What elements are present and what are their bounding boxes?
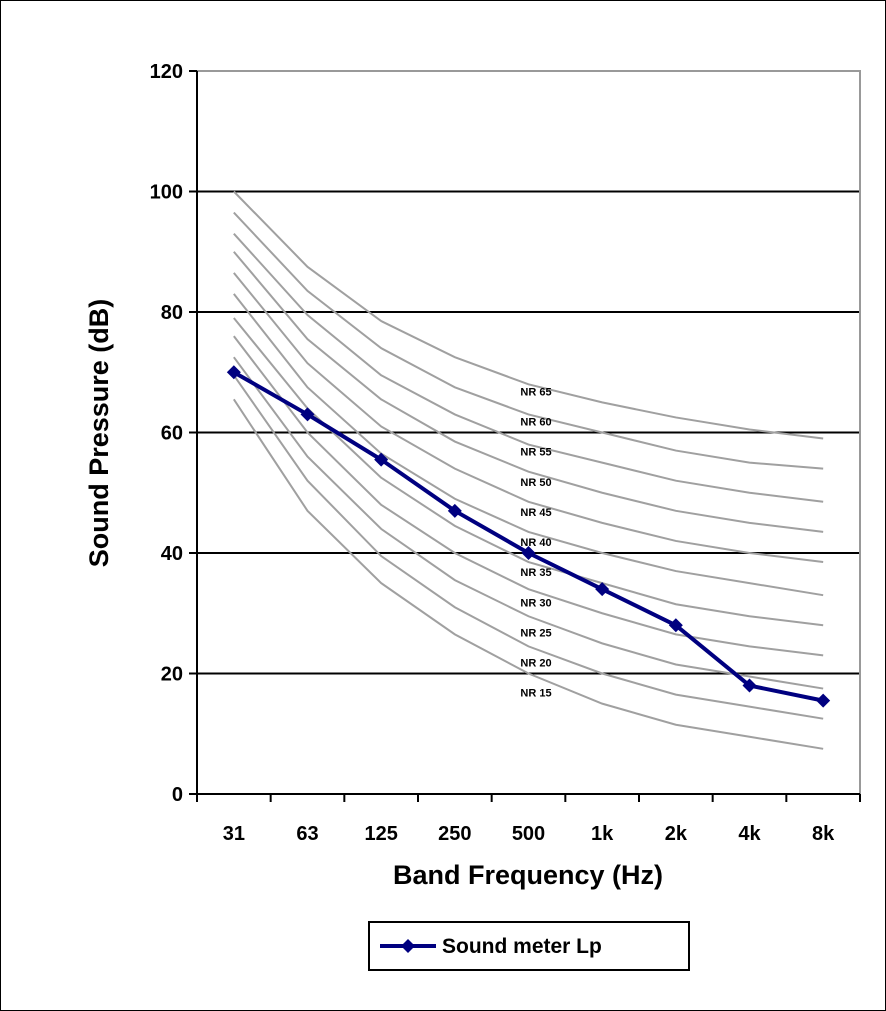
x-axis-title: Band Frequency (Hz) — [393, 860, 663, 890]
nr-curve-label: NR 55 — [520, 447, 551, 459]
nr-curves-layer — [232, 190, 824, 750]
series-point — [742, 678, 757, 693]
series-point — [668, 618, 683, 633]
nr-curve — [233, 272, 824, 564]
series-point — [226, 365, 241, 380]
x-tick-label: 4k — [738, 823, 761, 845]
nr-curve — [232, 398, 824, 750]
x-tick-label: 1k — [591, 823, 614, 845]
y-axis-title: Sound Pressure (dB) — [84, 299, 114, 568]
nr-curve-label: NR 25 — [520, 627, 551, 639]
x-tick-label: 31 — [223, 823, 245, 845]
nr-curve — [233, 356, 824, 690]
y-tick-label: 60 — [161, 423, 183, 445]
nr-curve-label: NR 50 — [520, 477, 551, 489]
nr-curve-label: NR 60 — [520, 417, 551, 429]
nr-curve-label: NR 40 — [520, 537, 551, 549]
y-tick-label: 20 — [161, 664, 183, 686]
y-tick-label: 0 — [172, 784, 183, 806]
nr-curve — [233, 190, 824, 440]
x-tick-label: 250 — [438, 823, 471, 845]
series-point — [595, 582, 610, 597]
nr-curve-label: NR 35 — [520, 567, 551, 579]
nr-curve-label: NR 65 — [520, 386, 551, 398]
y-tick-label: 40 — [161, 543, 183, 565]
nr-curve-label: NR 15 — [520, 688, 551, 700]
nr-curve-label: NR 45 — [520, 507, 551, 519]
x-tick-label: 125 — [364, 823, 397, 845]
x-tick-label: 63 — [296, 823, 318, 845]
nr-curve — [233, 335, 824, 657]
nr-curve — [233, 211, 824, 470]
nr-curve — [233, 233, 824, 503]
nr-curve — [233, 251, 824, 533]
nr-curve — [233, 293, 824, 597]
y-tick-label: 100 — [150, 182, 183, 204]
nr-labels-layer: NR 15 NR 20 NR 25 NR 30 NR 35 NR 40 NR 45 NR 50… — [520, 386, 551, 699]
y-tick-label: 80 — [161, 302, 183, 324]
series-point — [374, 452, 389, 467]
legend-series-marker — [401, 939, 415, 953]
y-tick-label: 120 — [150, 61, 183, 83]
legend-series-label: Sound meter Lp — [442, 935, 602, 958]
x-tick-label: 8k — [812, 823, 835, 845]
nr-curve-label: NR 20 — [520, 658, 551, 670]
nr-curve-label: NR 30 — [520, 597, 551, 609]
series-point — [521, 546, 536, 560]
series-point — [300, 407, 315, 422]
series-point — [447, 503, 462, 518]
legend: Sound meter Lp — [368, 921, 690, 971]
series-point — [816, 693, 831, 708]
series-layer — [226, 365, 831, 708]
axes-layer: 0 20 40 60 80 100 120 31 63 125 250 500 1k 2k 4k 8k — [150, 61, 861, 845]
x-tick-label: 500 — [512, 823, 545, 845]
x-tick-label: 2k — [665, 823, 688, 845]
nr-curve — [233, 374, 824, 720]
